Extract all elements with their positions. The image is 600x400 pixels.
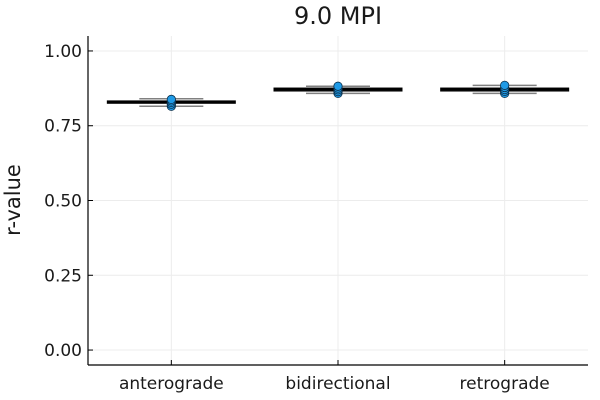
y-tick-label: 0.00: [44, 341, 82, 361]
chart-title: 9.0 MPI: [294, 2, 382, 30]
box-retrograde: [440, 80, 570, 99]
data-point: [166, 94, 176, 105]
box-bidirectional: [273, 81, 403, 99]
data-point: [333, 81, 343, 91]
y-tick-label: 0.25: [44, 266, 82, 286]
box-layer: [106, 80, 570, 111]
x-tick-label: anterograde: [119, 374, 224, 394]
y-tick-label: 0.75: [44, 117, 82, 137]
y-axis-title: r-value: [1, 164, 25, 236]
data-point: [500, 80, 510, 90]
x-tick-label: bidirectional: [285, 374, 390, 394]
box-anterograde: [106, 94, 236, 111]
y-tick-label: 0.50: [44, 192, 82, 212]
x-tick-label: retrograde: [460, 374, 550, 394]
tick-layer: 0.00 0.25 0.50 0.75 1.00 anterograde bidirecti…: [44, 42, 550, 394]
y-tick-label: 1.00: [44, 42, 82, 62]
